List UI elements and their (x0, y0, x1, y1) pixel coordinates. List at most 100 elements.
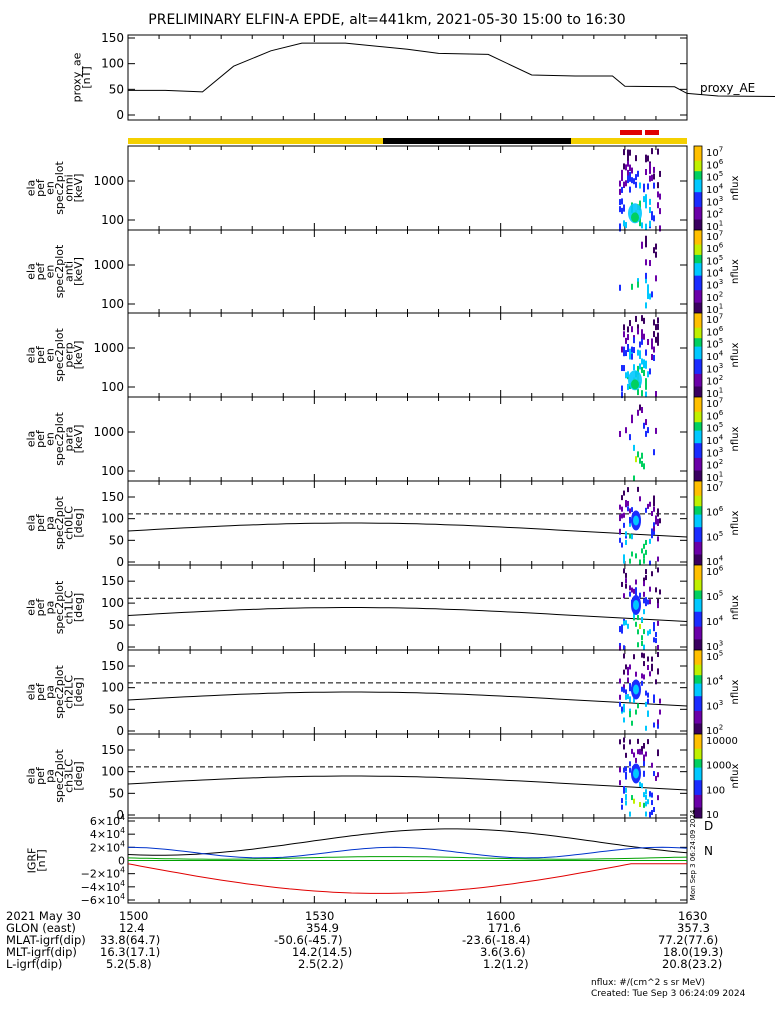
colorbar-segment (694, 306, 702, 310)
colorbar-segment (694, 650, 702, 653)
colorbar-segment (694, 662, 702, 666)
colorbar-segment (694, 169, 702, 172)
colorbar-segment (694, 403, 702, 406)
units-note: nflux: #/(cm^2 s sr MeV) (591, 978, 705, 988)
colorbar-tick-label: 106 (706, 158, 724, 172)
spectrogram-cell (631, 167, 633, 174)
y-tick-label: 100 (101, 765, 124, 779)
spectrogram-cell (619, 225, 621, 232)
spectrogram-cell (653, 637, 655, 643)
y-tick-label: 100 (101, 213, 124, 227)
colorbar-tick-label: 102 (706, 458, 723, 472)
colorbar-segment (694, 689, 702, 693)
spectrogram-cell (625, 794, 627, 800)
colorbar-segment (694, 175, 702, 178)
spectrogram-cell (647, 739, 649, 745)
spectrogram-cell (645, 391, 647, 398)
spectrogram-cell (621, 346, 623, 353)
colorbar-segment (694, 694, 702, 697)
y-tick-label: 150 (101, 490, 124, 504)
colorbar-label: nflux (730, 679, 741, 704)
spectrogram-cell (643, 792, 645, 798)
colorbar-tick-label: 102 (706, 207, 723, 221)
spectrogram-cell (639, 496, 641, 502)
spectrogram-cell (659, 170, 661, 177)
colorbar-segment (694, 424, 702, 427)
spectrogram-cell (631, 748, 633, 754)
spectrogram-cell (653, 331, 655, 338)
y-tick-label: 50 (109, 786, 124, 800)
spectrogram-cell (623, 346, 625, 353)
colorbar-segment (694, 371, 702, 375)
spectrogram-cell (641, 358, 643, 365)
colorbar-tick-label: 105 (706, 337, 723, 351)
ela_pef_pa_spec2plot_ch1LC-panel (127, 564, 688, 651)
colorbar-segment (694, 428, 702, 432)
spectrogram-cell (629, 767, 631, 773)
spectrogram-cell (641, 452, 643, 459)
spectrogram-cell (649, 586, 651, 592)
y-tick-label: 100 (101, 681, 124, 695)
colorbar-segment (694, 397, 702, 400)
spectrogram-cell (629, 186, 631, 193)
colorbar-segment (694, 537, 702, 541)
spectrogram-cell (651, 571, 653, 577)
colorbar-segment (694, 803, 702, 806)
colorbar-segment (694, 658, 702, 661)
colorbar-segment (694, 190, 702, 193)
plot-title: PRELIMINARY ELFIN-A EPDE, alt=441km, 202… (148, 12, 625, 28)
colorbar-tick-label: 105 (706, 421, 723, 435)
colorbar-segment (694, 668, 702, 672)
spectrogram-cell (657, 202, 659, 209)
spectrogram-cell (651, 528, 653, 534)
colorbar-tick-label: 104 (706, 615, 724, 629)
spectrogram-cell (639, 350, 641, 357)
spectrogram-cell (647, 599, 649, 605)
spectrogram-cell (643, 317, 645, 324)
spectrogram-cell (629, 683, 631, 689)
spectrogram-cell (655, 324, 657, 331)
spectrogram-cell (645, 539, 647, 545)
ela_pef_pa_spec2plot_ch0LC-spectrogram (619, 486, 661, 566)
spectrogram-cell (653, 182, 655, 189)
colorbar-segment (694, 194, 702, 197)
spectrogram-cell (653, 449, 655, 456)
spectrogram-cell (629, 320, 631, 327)
spectrogram-cell (625, 800, 627, 806)
spectrogram-cell (645, 801, 647, 807)
ela_pef_pa_spec2plot_ch0LC-axis-label: elapefpaspec2plotch0LC[deg] (24, 496, 85, 550)
colorbar-segment (694, 761, 702, 764)
footer-label: 2021 May 30 (6, 909, 81, 923)
colorbar-segment (694, 394, 702, 398)
spectrogram-cell (623, 717, 625, 723)
status-bar-shadow (383, 138, 571, 144)
colorbar-segment (694, 571, 702, 574)
spectrogram-cell (649, 260, 651, 267)
colorbar-segment (694, 487, 702, 490)
colorbar-segment (694, 742, 702, 745)
colorbar-segment (694, 373, 702, 377)
pitch-angle-curve (127, 775, 688, 791)
colorbar-segment (694, 275, 702, 279)
colorbar-tick-label: 107 (706, 230, 723, 244)
colorbar-segment (694, 588, 702, 591)
igrf-component-line (127, 828, 688, 856)
spectrogram-cell (621, 581, 623, 587)
spectrogram-cell (621, 174, 623, 181)
colorbar-segment (694, 497, 702, 501)
colorbar-segment (694, 160, 702, 164)
colorbar-segment (694, 267, 702, 270)
spectrogram-cell (645, 241, 647, 248)
spectrogram-cell (629, 558, 631, 564)
colorbar-segment (694, 213, 702, 216)
spectrogram-cell (623, 767, 625, 773)
spectrogram-cell (651, 214, 653, 221)
spectrogram-cell (623, 220, 625, 227)
pitch-angle-curve (127, 607, 688, 622)
spectrogram-cell (623, 205, 625, 212)
colorbar-segment (694, 723, 702, 727)
y-tick-label: 100 (101, 380, 124, 394)
colorbar-segment (694, 700, 702, 703)
spectrogram-cell (657, 723, 659, 729)
colorbar-segment (694, 813, 702, 817)
